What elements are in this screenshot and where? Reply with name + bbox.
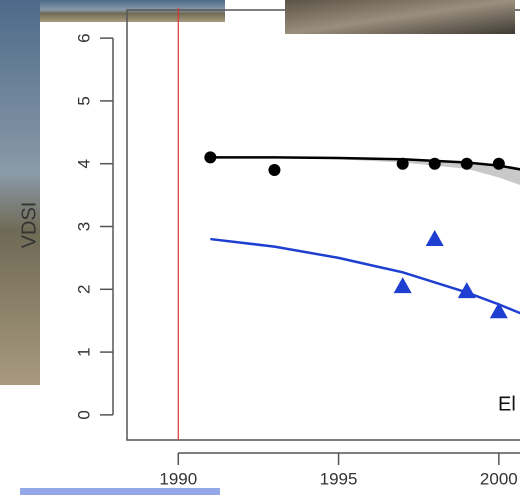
y-axis-label: VDSI	[18, 202, 40, 249]
annotation: El	[498, 393, 516, 415]
photo	[285, 0, 515, 34]
photo	[0, 0, 40, 385]
x-tick-label: 2000	[480, 469, 518, 488]
y-tick-label: 0	[74, 410, 93, 419]
y-tick-label: 4	[74, 159, 93, 168]
confidence-band	[210, 157, 520, 185]
point	[396, 157, 409, 170]
y-tick-label: 1	[74, 347, 93, 356]
point	[393, 277, 412, 294]
y-tick-label: 6	[74, 33, 93, 42]
x-tick-label: 1995	[320, 469, 358, 488]
point	[268, 163, 281, 176]
x-tick-label: 1990	[159, 469, 197, 488]
point	[457, 282, 476, 299]
point	[489, 302, 508, 319]
y-tick-label: 5	[74, 96, 93, 105]
partial-text	[20, 488, 220, 495]
photo	[0, 0, 225, 22]
point	[204, 151, 217, 164]
point	[425, 230, 444, 247]
point	[492, 157, 505, 170]
chart-background	[40, 22, 520, 495]
y-tick-label: 3	[74, 222, 93, 231]
point	[460, 157, 473, 170]
y-tick-label: 2	[74, 285, 93, 294]
point	[428, 157, 441, 170]
